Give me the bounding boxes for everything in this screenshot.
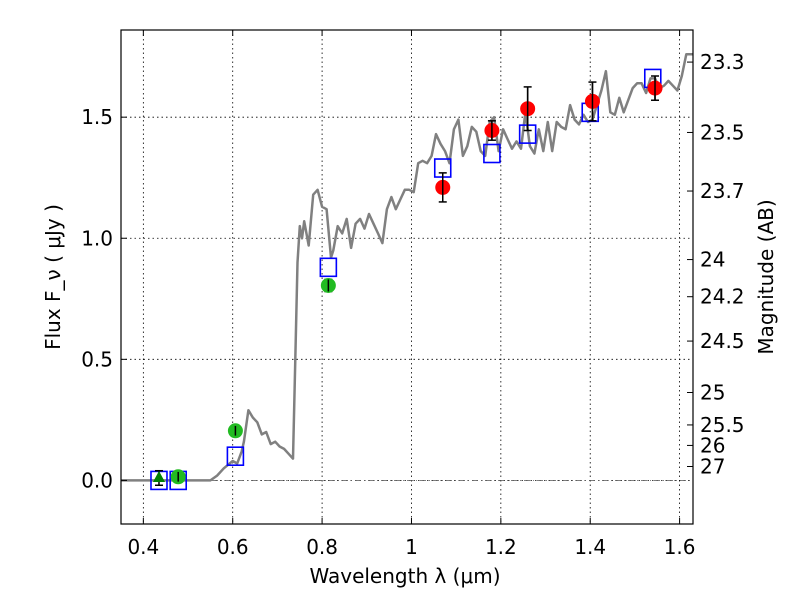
model-sed-line — [121, 52, 693, 482]
axes: 0.4 0.6 0.8 1 1.2 1.4 1.6 0.0 0.5 1.0 1.5 23.3 23.5 2… — [81, 30, 745, 559]
right-axis-label: Magnitude (AB) — [754, 199, 778, 354]
grid — [121, 30, 693, 524]
magnitude-tick-label: 25.5 — [700, 413, 745, 437]
x-axis-label: Wavelength λ (μm) — [309, 564, 500, 588]
x-tick-label: 0.4 — [127, 535, 159, 559]
magnitude-tick-label: 27 — [700, 454, 725, 478]
y-tick-label: 1.5 — [81, 105, 113, 129]
magnitude-tick-label: 23.3 — [700, 50, 745, 74]
x-tick-label: 0.6 — [217, 535, 249, 559]
x-tick-label: 1.6 — [664, 535, 696, 559]
y-tick-label: 1.0 — [81, 226, 113, 250]
magnitude-tick-label: 25 — [700, 380, 725, 404]
magnitude-tick-label: 24.5 — [700, 329, 745, 353]
x-tick-label: 1.4 — [574, 535, 606, 559]
x-tick-label: 0.8 — [306, 535, 338, 559]
plot-area — [121, 52, 693, 491]
y-axis-label: Flux F_ν ( μJy ) — [41, 204, 65, 350]
plot-frame — [120, 29, 694, 525]
model-photometry-point — [319, 257, 338, 278]
y-tick-label: 0.0 — [81, 468, 113, 492]
magnitude-tick-label: 23.7 — [700, 179, 745, 203]
y-tick-label: 0.5 — [81, 347, 113, 371]
upper-limit-point — [152, 470, 165, 482]
model-photometry-point — [226, 446, 245, 466]
model-photometry-point — [483, 143, 501, 164]
magnitude-tick-label: 26 — [700, 433, 725, 457]
x-tick-label: 1.2 — [485, 535, 517, 559]
magnitude-tick-label: 24.2 — [700, 285, 745, 309]
magnitude-tick-label: 24 — [700, 248, 725, 272]
x-tick-label: 1 — [405, 535, 418, 559]
magnitude-tick-label: 23.5 — [700, 120, 745, 144]
